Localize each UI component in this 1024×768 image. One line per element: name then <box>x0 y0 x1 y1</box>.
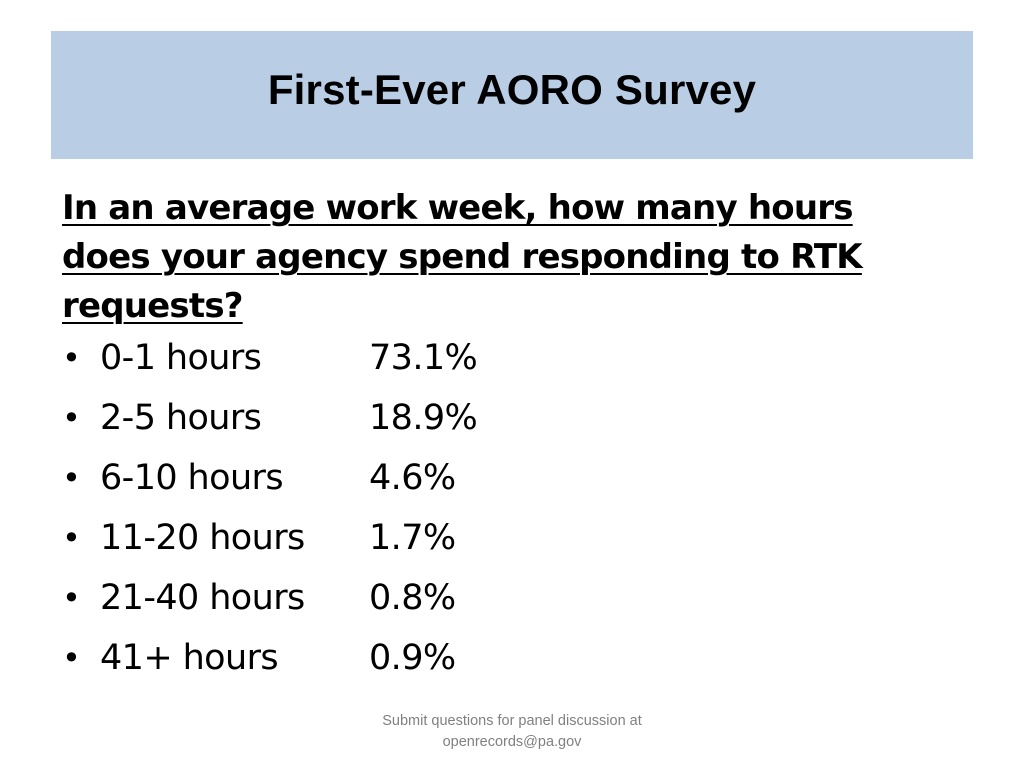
list-item: • 41+ hours 0.9% <box>62 638 569 698</box>
hours-range: 0-1 hours <box>100 338 262 378</box>
hours-range: 2-5 hours <box>100 398 262 438</box>
list-item: • 11-20 hours 1.7% <box>62 518 569 578</box>
bullet-icon: • <box>62 459 81 497</box>
survey-question: In an average work week, how many hours … <box>62 188 863 326</box>
response-percent: 18.9% <box>369 398 478 438</box>
hours-range: 6-10 hours <box>100 458 284 498</box>
hours-range: 21-40 hours <box>100 578 305 618</box>
bullet-icon: • <box>62 579 81 617</box>
hours-range: 41+ hours <box>100 638 279 678</box>
bullet-icon: • <box>62 519 81 557</box>
slide-footer: Submit questions for panel discussion at… <box>312 711 712 753</box>
footer-email: openrecords@pa.gov <box>442 734 582 750</box>
list-item: • 2-5 hours 18.9% <box>62 398 569 458</box>
response-list: • 0-1 hours 73.1% • 2-5 hours 18.9% • 6-… <box>62 338 569 698</box>
list-item: • 21-40 hours 0.8% <box>62 578 569 638</box>
slide-title: First-Ever AORO Survey <box>267 66 757 113</box>
response-percent: 0.9% <box>369 638 456 678</box>
response-percent: 73.1% <box>369 338 478 378</box>
response-percent: 1.7% <box>369 518 456 558</box>
bullet-icon: • <box>62 639 81 677</box>
title-banner: First-Ever AORO Survey <box>51 31 973 159</box>
list-item: • 0-1 hours 73.1% <box>62 338 569 398</box>
bullet-icon: • <box>62 399 81 437</box>
hours-range: 11-20 hours <box>100 518 305 558</box>
response-percent: 4.6% <box>369 458 456 498</box>
list-item: • 6-10 hours 4.6% <box>62 458 569 518</box>
bullet-icon: • <box>62 339 81 377</box>
response-percent: 0.8% <box>369 578 456 618</box>
footer-text: Submit questions for panel discussion at <box>382 713 642 729</box>
